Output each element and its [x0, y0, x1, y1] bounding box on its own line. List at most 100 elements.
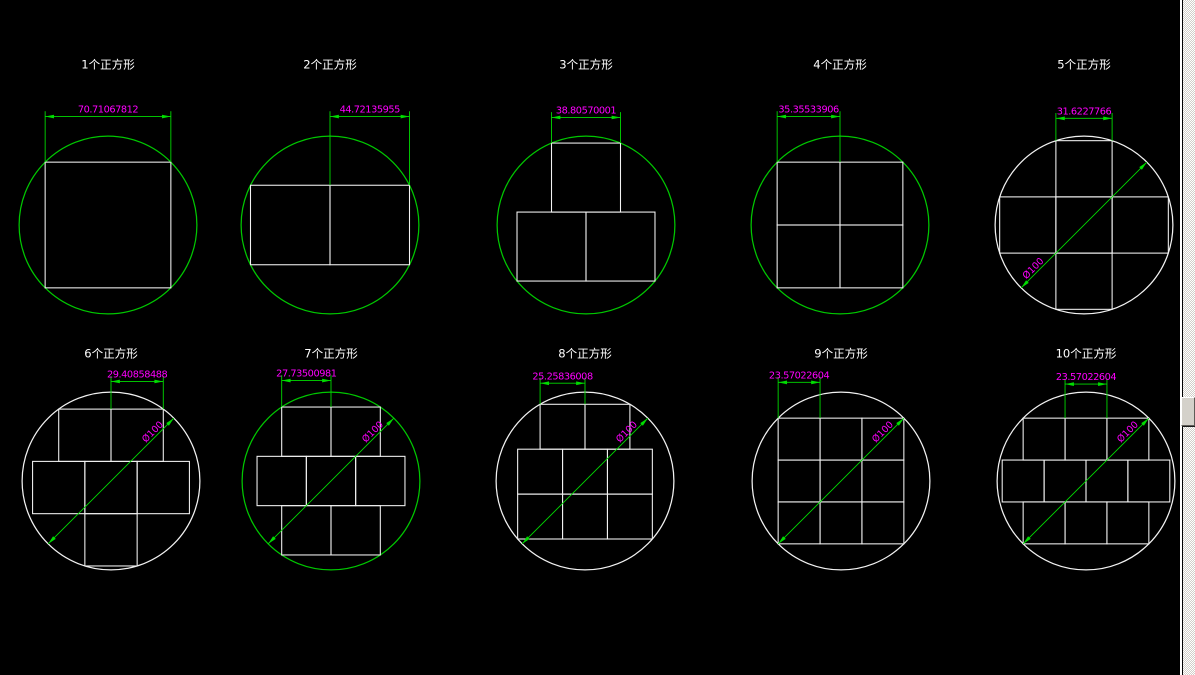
packed-square: [1064, 417, 1108, 461]
packed-square: [44, 161, 172, 289]
packing-figure-3: 3个正方形 38.80570001: [496, 58, 676, 315]
dimension-value: 31.6227766: [1057, 106, 1112, 117]
packing-figure-2: 2个正方形 44.72135955: [240, 58, 420, 315]
dimension-arrow: [166, 418, 174, 426]
packed-square: [1111, 196, 1169, 254]
scrollbar-thumb[interactable]: [1181, 397, 1195, 426]
diameter-line: [1020, 161, 1148, 289]
dimension-arrow: [1023, 536, 1031, 544]
packed-square: [777, 417, 821, 461]
dimension-arrow: [640, 418, 648, 426]
packing-figure-6: 6个正方形 29.40858488 Ø100: [21, 346, 201, 571]
packed-square: [516, 211, 587, 282]
packed-square: [32, 460, 86, 515]
packed-square: [1106, 501, 1150, 545]
packed-square: [776, 224, 841, 289]
dimension: 70.71067812: [44, 105, 172, 163]
dimension-arrow: [330, 114, 339, 119]
dimension: 23.57022604: [1056, 372, 1117, 419]
dimension-value: 29.40858488: [107, 370, 168, 381]
dimension-arrow: [576, 381, 585, 386]
packed-square: [776, 161, 841, 226]
diameter-dimension: Ø100: [777, 417, 905, 545]
dimension-arrow: [831, 114, 840, 119]
diameter-label: Ø100: [870, 419, 896, 445]
packed-square: [861, 459, 905, 503]
dimension-arrow: [45, 114, 55, 119]
packed-square: [281, 406, 332, 457]
dimension-value: 23.57022604: [1056, 372, 1117, 383]
packed-square: [330, 505, 381, 556]
dimension-arrow: [551, 115, 561, 120]
dimension-arrow: [811, 380, 821, 385]
dimension-arrow: [1098, 382, 1107, 386]
dimension-value: 44.72135955: [340, 105, 401, 116]
packed-square: [256, 455, 307, 507]
dimension-arrow: [1021, 280, 1029, 288]
dimension: 27.73500981: [276, 369, 337, 408]
packed-square: [839, 224, 904, 289]
dimension-arrow: [281, 378, 291, 383]
dimension-value: 23.57022604: [769, 370, 830, 381]
packing-circle: [996, 391, 1176, 571]
packed-square: [819, 501, 863, 545]
dimension-arrow: [1103, 116, 1113, 121]
dimension-arrow: [777, 114, 787, 119]
dimension: 29.40858488: [107, 370, 168, 410]
diameter-label: Ø100: [140, 419, 166, 445]
dimension-value: 35.35533906: [778, 105, 839, 116]
vertical-scrollbar[interactable]: [1183, 0, 1195, 675]
dimension: 31.6227766: [1055, 106, 1113, 141]
packing-figure-1: 1个正方形 70.71067812: [18, 58, 198, 315]
packed-square: [1055, 140, 1113, 198]
packed-square: [819, 417, 863, 461]
diameter-dimension: Ø100: [1022, 417, 1150, 545]
diameter-line: [267, 417, 395, 545]
packed-square: [84, 513, 138, 567]
packed-square: [562, 493, 608, 540]
dimension: 23.57022604: [769, 370, 830, 419]
packed-square: [517, 448, 564, 495]
packed-square: [249, 184, 331, 266]
packing-figure-9: 9个正方形 23.57022604 Ø100: [751, 346, 931, 571]
figure-title: 10个正方形: [1056, 346, 1117, 360]
packed-square: [1043, 459, 1087, 503]
dimension-arrow: [540, 381, 549, 386]
dimension-arrow: [896, 418, 904, 426]
packed-square: [84, 460, 138, 515]
packed-square: [777, 459, 821, 503]
packed-square: [281, 505, 332, 556]
packing-circle: [994, 135, 1174, 315]
packed-square: [1055, 252, 1113, 310]
figure-title: 8个正方形: [558, 346, 612, 360]
dimension-arrow: [611, 115, 621, 120]
packed-square: [861, 501, 905, 545]
packed-square: [1064, 501, 1108, 545]
figure-title: 7个正方形: [304, 346, 358, 360]
dimension-arrow: [778, 536, 786, 544]
canvas-right-border: [1180, 0, 1182, 675]
packed-square: [550, 142, 622, 213]
dimension-arrow: [48, 536, 56, 544]
packed-square: [136, 460, 190, 515]
packing-circle: [751, 391, 931, 571]
diameter-line: [1022, 417, 1150, 545]
packed-square: [539, 403, 586, 450]
packed-square: [1022, 417, 1066, 461]
packing-figure-7: 7个正方形 27.73500981 Ø100: [241, 346, 421, 571]
diameter-label: Ø100: [614, 419, 640, 445]
dimension-arrow: [1141, 418, 1149, 426]
packing-circle: [496, 135, 676, 315]
figure-title: 9个正方形: [814, 346, 868, 360]
packed-square: [1127, 459, 1171, 503]
packed-square: [1001, 459, 1045, 503]
diameter-dimension: Ø100: [1020, 161, 1148, 289]
diameter-line: [777, 417, 905, 545]
dimension-arrow: [386, 418, 394, 426]
packed-square: [517, 493, 564, 540]
dimension-arrow: [268, 536, 276, 544]
packed-square: [606, 493, 653, 540]
dimension: 44.72135955: [329, 105, 410, 186]
dimension-value: 70.71067812: [78, 105, 139, 116]
